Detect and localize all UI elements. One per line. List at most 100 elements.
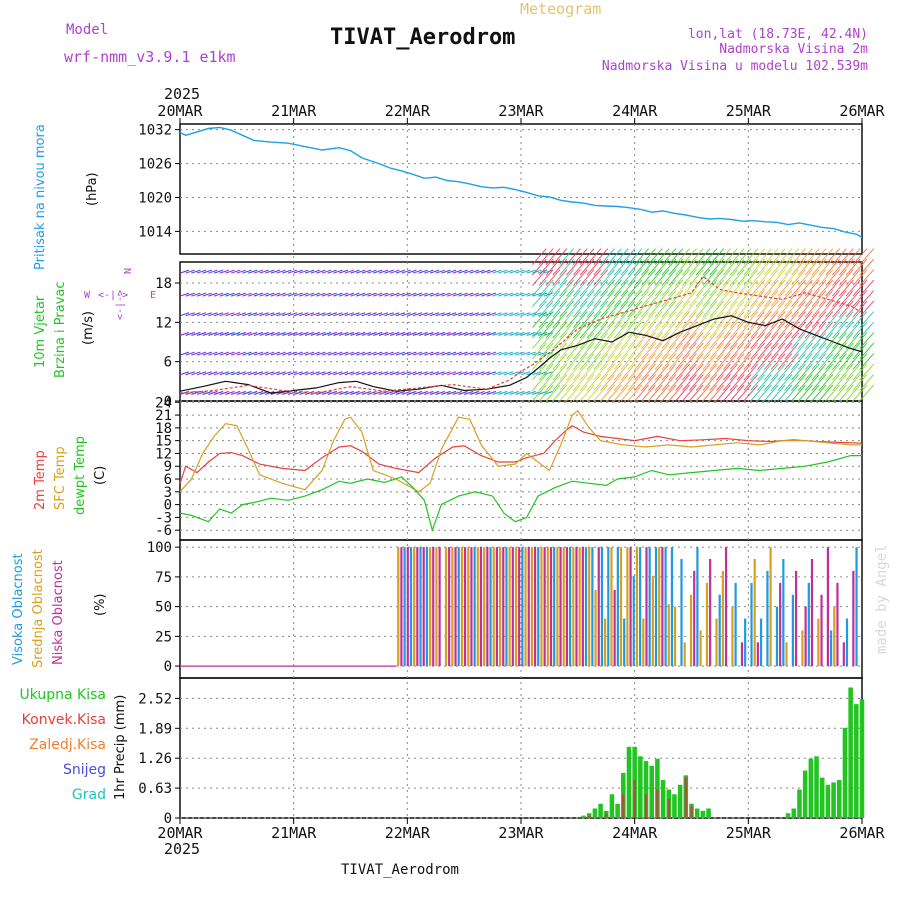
wind-barb — [845, 269, 861, 286]
wind-barb — [600, 353, 615, 370]
wind-barb — [463, 292, 474, 297]
wind-barb — [373, 351, 383, 356]
wind-barb — [743, 374, 759, 391]
compass-w: W — [84, 290, 91, 301]
wind-barb — [688, 342, 704, 360]
wind-barb — [647, 353, 663, 370]
wind-barb — [545, 353, 561, 370]
wind-barb — [407, 371, 417, 376]
wind-barb — [441, 269, 451, 274]
wind-barb — [668, 279, 684, 297]
wind-barb — [390, 351, 400, 356]
wind-barb — [367, 269, 377, 274]
wind-barb — [213, 331, 224, 336]
wind-barb — [750, 342, 765, 360]
wind-barb — [736, 363, 752, 381]
wind-barb — [716, 258, 731, 276]
wind-barb — [316, 351, 326, 356]
wind-barb — [196, 351, 207, 356]
wind-barb — [310, 269, 320, 274]
wind-barb — [486, 371, 497, 376]
wind-barb — [531, 258, 547, 276]
date-tick-label: 23MAR — [498, 824, 544, 842]
wind-barb — [709, 374, 725, 391]
wind-barb — [750, 374, 765, 391]
wind-barb — [641, 279, 656, 297]
wind-barb — [702, 374, 718, 391]
precip-conv-bar — [690, 806, 693, 818]
date-tick-label: 22MAR — [385, 824, 431, 842]
wind-barb — [481, 312, 491, 317]
model-label: Model — [66, 22, 108, 38]
wind-barb — [627, 321, 643, 339]
wind-barb — [316, 312, 326, 317]
wind-barb — [743, 290, 759, 307]
wind-barb — [481, 269, 491, 274]
wind-barb — [253, 312, 264, 317]
wind-barb — [424, 292, 434, 297]
wind-barb — [572, 374, 588, 391]
wind-barb — [566, 258, 581, 276]
precip-conv-bar — [604, 813, 608, 818]
wind-barb — [579, 353, 595, 370]
wind-barb — [526, 351, 536, 356]
wind-barb — [552, 300, 568, 318]
wind-barb — [804, 300, 820, 318]
wind-barb — [791, 258, 806, 276]
wind-barb — [344, 331, 354, 336]
wind-barb — [356, 371, 366, 376]
wind-barb — [418, 351, 428, 356]
wind-barb — [818, 248, 834, 265]
wind-barb — [709, 311, 725, 328]
wind-barb — [668, 290, 684, 307]
wind-barb — [675, 363, 690, 381]
wind-barb — [647, 269, 663, 286]
wind-barb — [668, 300, 684, 318]
wind-barb — [225, 269, 235, 274]
wind-barb — [797, 332, 813, 349]
y-tick-label: 9 — [164, 459, 172, 475]
wind-barb — [682, 311, 697, 328]
wind-barb — [367, 351, 377, 356]
wind-barb — [750, 300, 765, 318]
wind-barb — [777, 342, 793, 360]
wind-barb — [825, 248, 841, 265]
wind-barb — [412, 292, 423, 297]
y-tick-label: 1.26 — [138, 751, 172, 767]
wind-barb — [401, 331, 411, 336]
wind-barb — [859, 300, 875, 318]
wind-barb — [757, 279, 772, 297]
footer-station: TIVAT_Aerodrom — [341, 862, 459, 878]
wind-barb — [526, 331, 536, 336]
wind-barb — [770, 269, 786, 286]
wind-barb — [282, 292, 292, 297]
wind-barb — [770, 332, 786, 349]
y-tick-label: 1.89 — [138, 721, 172, 737]
wind-barb — [225, 292, 235, 297]
wind-barb — [338, 312, 349, 317]
wind-barb — [709, 290, 725, 307]
wind-barb — [818, 374, 834, 391]
wind-barb — [634, 374, 650, 391]
wind-barb — [736, 258, 752, 276]
wind-barb — [401, 351, 411, 356]
product-title: Meteogram — [520, 0, 601, 18]
wind-barb — [818, 300, 834, 318]
wind-barb — [545, 311, 561, 328]
wind-barb — [682, 248, 697, 265]
wind-barb — [242, 292, 252, 297]
wind-barb — [378, 390, 389, 395]
wind-barb — [458, 371, 468, 376]
wind-barb — [600, 279, 615, 297]
wind-barb — [407, 351, 417, 356]
wind-barb — [722, 269, 738, 286]
wind-barb — [356, 331, 366, 336]
wind-barb — [236, 312, 247, 317]
wind-barb — [310, 312, 320, 317]
wind-barb — [566, 290, 581, 307]
wind-barb — [797, 342, 813, 360]
wind-barb — [559, 258, 575, 276]
wind-barb — [503, 351, 514, 356]
wind-barb — [770, 353, 786, 370]
wind-barb — [607, 279, 622, 297]
